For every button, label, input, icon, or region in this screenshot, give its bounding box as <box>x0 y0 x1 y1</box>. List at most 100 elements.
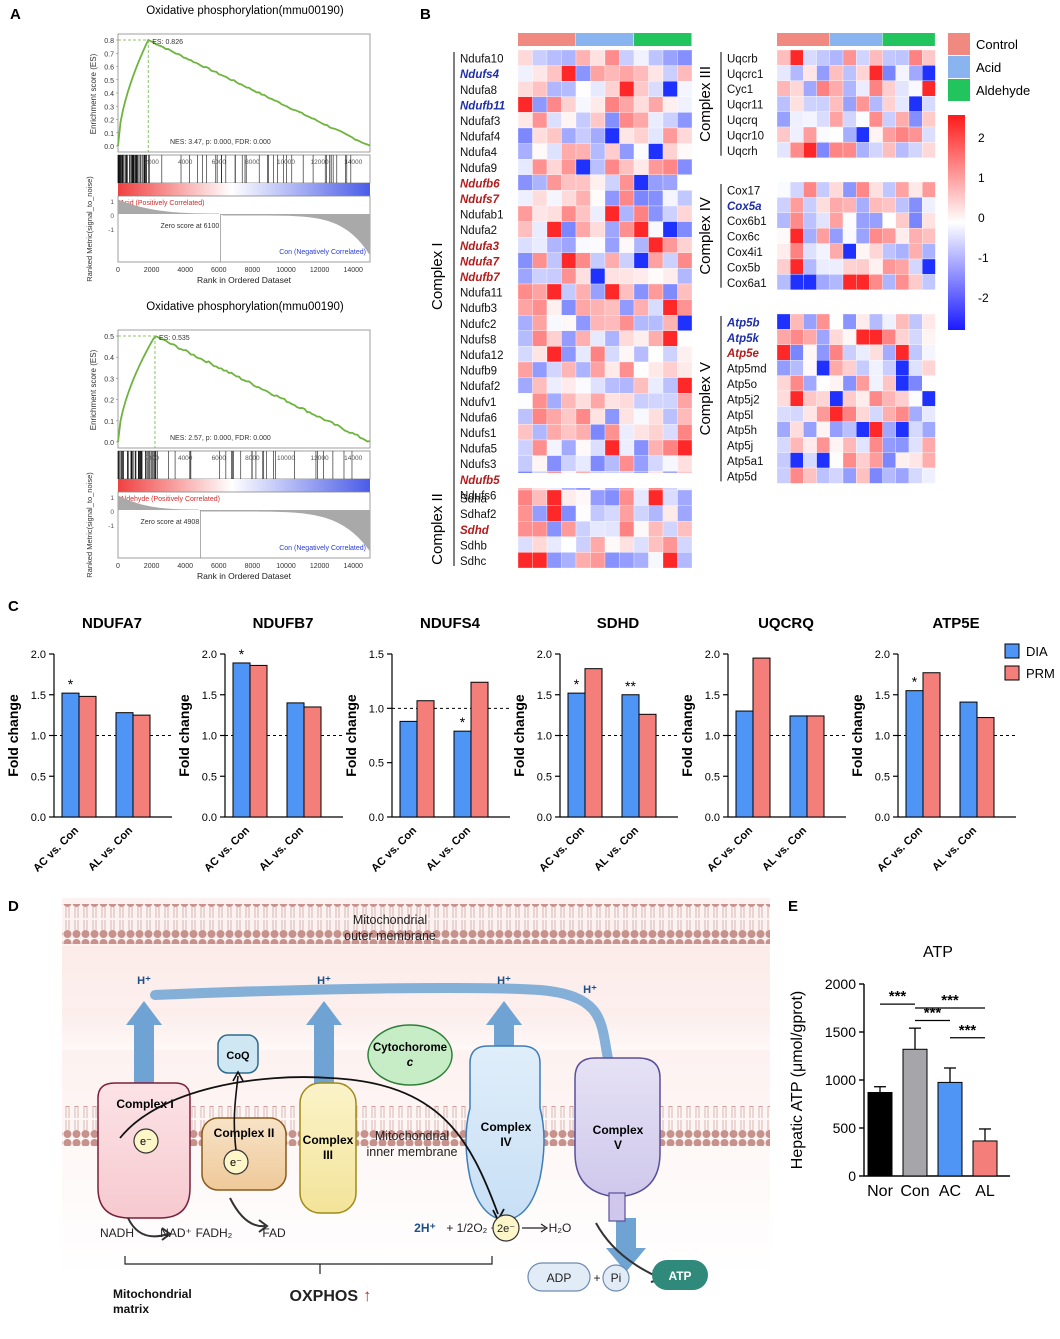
complex-iii-cell <box>895 111 910 128</box>
complex-i-cell <box>677 221 693 238</box>
coq-label: CoQ <box>226 1050 250 1062</box>
adp-pill <box>527 1262 591 1292</box>
complex-iii-cell <box>829 142 844 158</box>
complex-i-cell <box>604 81 620 97</box>
complex-i-cell <box>619 346 635 363</box>
complex-i-cell <box>648 159 664 175</box>
es-tick: 0.6 <box>104 65 114 72</box>
complex-i-cell <box>648 315 664 331</box>
x-category-label: AC vs. Con <box>31 824 81 874</box>
complex-v-cell <box>829 390 844 407</box>
positive-correlation-label: Acid (Positively Correlated) <box>120 200 204 207</box>
complex-i-cell <box>604 361 620 378</box>
complex-iv-cell <box>776 243 791 260</box>
complex-i-cell <box>575 315 591 331</box>
complex-iv-cell <box>829 197 844 213</box>
complex-i-cell <box>633 96 649 113</box>
x-category-label: Con <box>900 1183 929 1200</box>
complex-v-cell <box>803 437 817 453</box>
complex-i-cell <box>662 143 678 160</box>
legend-label: DIA <box>1026 644 1048 659</box>
complex-i-cell <box>517 221 533 238</box>
complex-iv-cell <box>869 274 883 290</box>
complex-v-cell <box>790 360 804 376</box>
complex-i-cell <box>532 393 548 409</box>
hits-tick: 12000 <box>311 455 329 462</box>
gene-label: Uqcrb <box>727 53 758 65</box>
complex-v-cell <box>908 421 923 438</box>
complex-i-cell <box>532 408 548 425</box>
complex-i-cell <box>648 205 664 222</box>
complex-v-cell <box>882 313 896 330</box>
complex-iv-cell <box>776 181 791 198</box>
complex-i-cell <box>575 252 591 269</box>
legend-label: PRM <box>1026 666 1055 681</box>
complex-v-cell <box>882 452 896 469</box>
gene-label: Ndufs3 <box>460 459 496 471</box>
es-tick: 0.5 <box>104 334 114 341</box>
complex-iii-cell <box>908 96 923 112</box>
complex-i-cell <box>619 81 635 97</box>
complex-i-cell <box>575 377 591 394</box>
x-category-label: AL vs. Con <box>424 824 473 873</box>
complex-v-cell <box>895 313 910 330</box>
bar-dia <box>905 690 924 818</box>
complex-i-cell <box>633 408 649 425</box>
x-tick: 8000 <box>245 267 261 274</box>
complex-i-cell <box>546 65 562 82</box>
complex-iii-cell <box>829 49 844 66</box>
complex-iii-cell <box>856 142 870 158</box>
complex-i-cell <box>633 361 649 378</box>
complex-iii-cell <box>829 111 844 128</box>
complex-iii-cell <box>776 96 791 112</box>
complex-v-cell <box>776 344 791 361</box>
gene-label: Ndufb6 <box>460 178 500 190</box>
hits-tick: 2000 <box>144 159 159 166</box>
gene-label: Cyc1 <box>727 84 753 96</box>
complex-i-cell <box>532 252 548 269</box>
complex-ii-cell <box>677 552 693 569</box>
complex-i-cell <box>648 65 664 82</box>
y-tick: 2000 <box>825 976 856 992</box>
y-axis-label: Fold change <box>849 694 865 777</box>
complex-iv-cell <box>922 258 936 275</box>
complex-iv-cell <box>922 243 936 260</box>
complex-i-cell <box>590 377 606 394</box>
complex-i-cell <box>633 252 649 269</box>
complex-i-cell <box>677 361 693 378</box>
complex-i-cell <box>633 174 649 191</box>
complex-i-cell <box>619 127 635 144</box>
complex-i-cell <box>590 174 606 191</box>
complex-i-cell <box>546 283 562 300</box>
complex-i-cell <box>677 424 693 441</box>
complex-ii-cell <box>619 505 635 522</box>
complex-i-cell <box>662 330 678 347</box>
complex-ii-cell <box>619 521 635 537</box>
es-tick: 0.5 <box>104 78 114 85</box>
complex-i-cell <box>517 81 533 97</box>
complex-iii-cell <box>922 111 936 128</box>
complex-i-cell <box>633 143 649 160</box>
complex-iii-cell <box>829 96 844 112</box>
es-tick: 0.4 <box>104 91 114 98</box>
complex-i-cell <box>619 49 635 66</box>
complex-i-cell <box>604 299 620 316</box>
complex-i-cell <box>532 127 548 144</box>
atp-label: ATP <box>668 1269 691 1283</box>
complex-iv-cell <box>790 181 804 198</box>
rank-tick: -1 <box>108 523 114 530</box>
x-category-label: AL vs. Con <box>760 824 809 873</box>
complex-i-cell <box>648 346 664 363</box>
complex-iv-cell <box>869 181 883 198</box>
complex-i-cell <box>662 346 678 363</box>
complex-ii-cell <box>662 536 678 553</box>
complex-i-cell <box>619 361 635 378</box>
complex-v-cell <box>842 344 857 361</box>
complex-i-cell <box>619 65 635 82</box>
complex-i-cell <box>532 81 548 97</box>
complex-iv-cell <box>776 274 791 290</box>
complex-i-cell <box>575 49 591 66</box>
gene-label: Ndufab1 <box>460 210 503 222</box>
y-axis-label: Fold change <box>343 694 359 777</box>
complex-i-cell <box>532 190 548 207</box>
